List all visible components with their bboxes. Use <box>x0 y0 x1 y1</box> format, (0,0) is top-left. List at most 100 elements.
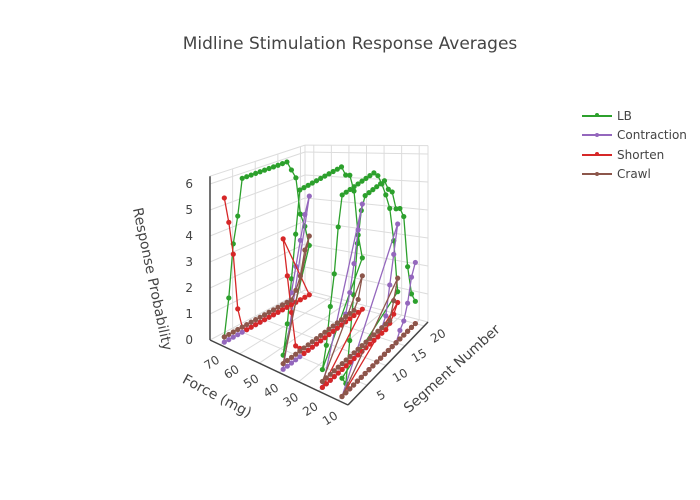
data-point-contraction <box>351 261 357 267</box>
data-point-crawl <box>354 378 361 384</box>
data-point-crawl <box>319 378 325 385</box>
data-point-crawl <box>339 393 345 400</box>
data-point-crawl <box>393 340 399 346</box>
x-tick-label: 20 <box>300 399 320 419</box>
data-point-lb <box>339 192 345 198</box>
x-tick-label: 40 <box>261 381 281 401</box>
data-point-crawl <box>244 321 250 328</box>
data-point-lb <box>401 213 407 220</box>
data-point-lb <box>367 173 373 179</box>
data-point-crawl <box>347 310 353 317</box>
data-point-lb <box>362 193 368 199</box>
data-point-lb <box>275 162 281 168</box>
legend-item-lb[interactable]: LB <box>582 106 687 126</box>
data-point-crawl <box>347 353 353 359</box>
data-point-lb <box>355 181 361 187</box>
data-point-contraction <box>391 251 397 257</box>
data-point-lb <box>327 303 333 310</box>
legend-item-shorten[interactable]: Shorten <box>582 145 687 165</box>
data-point-shorten <box>253 322 259 328</box>
data-point-lb <box>385 186 391 192</box>
data-point-crawl <box>235 326 241 333</box>
data-point-contraction <box>288 360 295 366</box>
data-point-lb <box>319 366 325 373</box>
data-point-crawl <box>297 348 303 354</box>
data-point-shorten <box>355 309 361 315</box>
legend-swatch <box>582 113 612 118</box>
wall-edge <box>209 144 306 177</box>
data-point-lb <box>393 206 399 212</box>
data-point-crawl <box>293 351 299 357</box>
data-point-lb <box>313 178 320 184</box>
legend-item-crawl[interactable]: Crawl <box>582 165 687 185</box>
data-point-lb <box>383 192 389 198</box>
x-tick-label: 70 <box>202 353 222 373</box>
wall-gridline <box>304 266 429 295</box>
data-point-crawl <box>334 320 340 326</box>
data-point-shorten <box>221 195 227 201</box>
data-point-crawl <box>288 354 295 360</box>
data-point-contraction <box>397 327 403 334</box>
data-point-contraction <box>359 201 365 207</box>
z-axis-title: Response Probability <box>129 206 175 352</box>
y-tick-label: 5 <box>374 387 388 403</box>
data-point-lb <box>235 213 241 219</box>
data-point-crawl <box>280 361 286 367</box>
data-point-crawl <box>367 335 373 342</box>
data-point-shorten <box>279 307 286 313</box>
data-point-contraction <box>226 337 232 343</box>
data-point-shorten <box>275 309 281 315</box>
data-point-crawl <box>351 350 357 356</box>
data-point-crawl <box>381 351 388 357</box>
z-tick-label: 3 <box>185 255 193 269</box>
data-point-lb <box>338 164 345 170</box>
data-point-crawl <box>293 287 299 293</box>
data-point-crawl <box>309 339 315 345</box>
data-point-crawl <box>378 355 384 361</box>
data-point-crawl <box>313 335 320 342</box>
data-point-crawl <box>358 374 364 380</box>
y-tick-label: 20 <box>428 326 448 346</box>
data-point-crawl <box>239 324 245 330</box>
wall-gridline <box>304 289 429 323</box>
data-point-shorten <box>305 347 311 353</box>
data-point-shorten <box>306 292 312 298</box>
data-point-lb <box>322 173 328 179</box>
data-point-lb <box>366 190 372 196</box>
data-point-lb <box>375 173 381 179</box>
z-tick-label: 5 <box>185 203 193 217</box>
data-point-shorten <box>379 330 385 336</box>
data-point-lb <box>351 184 357 190</box>
data-point-shorten <box>383 327 389 333</box>
data-point-crawl <box>339 360 345 367</box>
data-point-lb <box>408 291 415 297</box>
data-point-crawl <box>270 307 277 313</box>
data-point-contraction <box>235 332 241 338</box>
data-point-shorten <box>347 359 353 365</box>
data-point-lb <box>288 276 295 282</box>
data-point-contraction <box>297 354 303 360</box>
data-point-crawl <box>306 233 312 239</box>
legend-label: Shorten <box>617 147 665 162</box>
data-point-contraction <box>230 334 236 340</box>
data-point-lb <box>347 186 353 193</box>
data-point-crawl <box>284 357 290 364</box>
data-point-shorten <box>230 251 236 257</box>
data-point-shorten <box>235 306 241 312</box>
legend-swatch <box>582 132 612 137</box>
legend-item-contraction[interactable]: Contraction <box>582 126 687 146</box>
data-point-lb <box>330 168 336 175</box>
y-tick-label: 10 <box>390 366 410 386</box>
data-point-crawl <box>355 296 361 303</box>
data-point-lb <box>347 172 353 178</box>
data-point-crawl <box>412 320 418 327</box>
data-point-crawl <box>327 371 333 377</box>
data-point-shorten <box>375 334 381 340</box>
z-tick-label: 0 <box>185 333 193 347</box>
data-point-crawl <box>359 343 365 349</box>
data-point-crawl <box>248 319 254 325</box>
y-axis-title: Segment Number <box>401 322 504 417</box>
floor-gridline <box>298 310 385 383</box>
data-point-lb <box>339 375 345 381</box>
